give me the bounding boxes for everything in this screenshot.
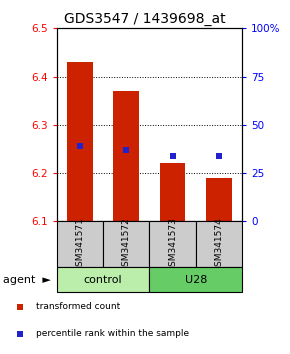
Bar: [67, 62, 93, 221]
Bar: [160, 163, 185, 221]
Text: GSM341573: GSM341573: [168, 217, 177, 272]
Bar: [103, 221, 149, 267]
Text: GSM341571: GSM341571: [75, 217, 84, 272]
Bar: [206, 178, 232, 221]
Text: GSM341574: GSM341574: [214, 217, 224, 272]
Text: percentile rank within the sample: percentile rank within the sample: [36, 329, 189, 338]
Text: GDS3547 / 1439698_at: GDS3547 / 1439698_at: [64, 12, 226, 27]
Bar: [149, 267, 242, 292]
Bar: [57, 221, 103, 267]
Bar: [57, 267, 149, 292]
Text: transformed count: transformed count: [36, 302, 120, 312]
Bar: [196, 221, 242, 267]
Text: GSM341572: GSM341572: [122, 217, 131, 272]
Text: agent  ►: agent ►: [3, 275, 51, 285]
Bar: [149, 221, 196, 267]
Text: U28: U28: [184, 275, 207, 285]
Bar: [113, 91, 139, 221]
Text: control: control: [84, 275, 122, 285]
